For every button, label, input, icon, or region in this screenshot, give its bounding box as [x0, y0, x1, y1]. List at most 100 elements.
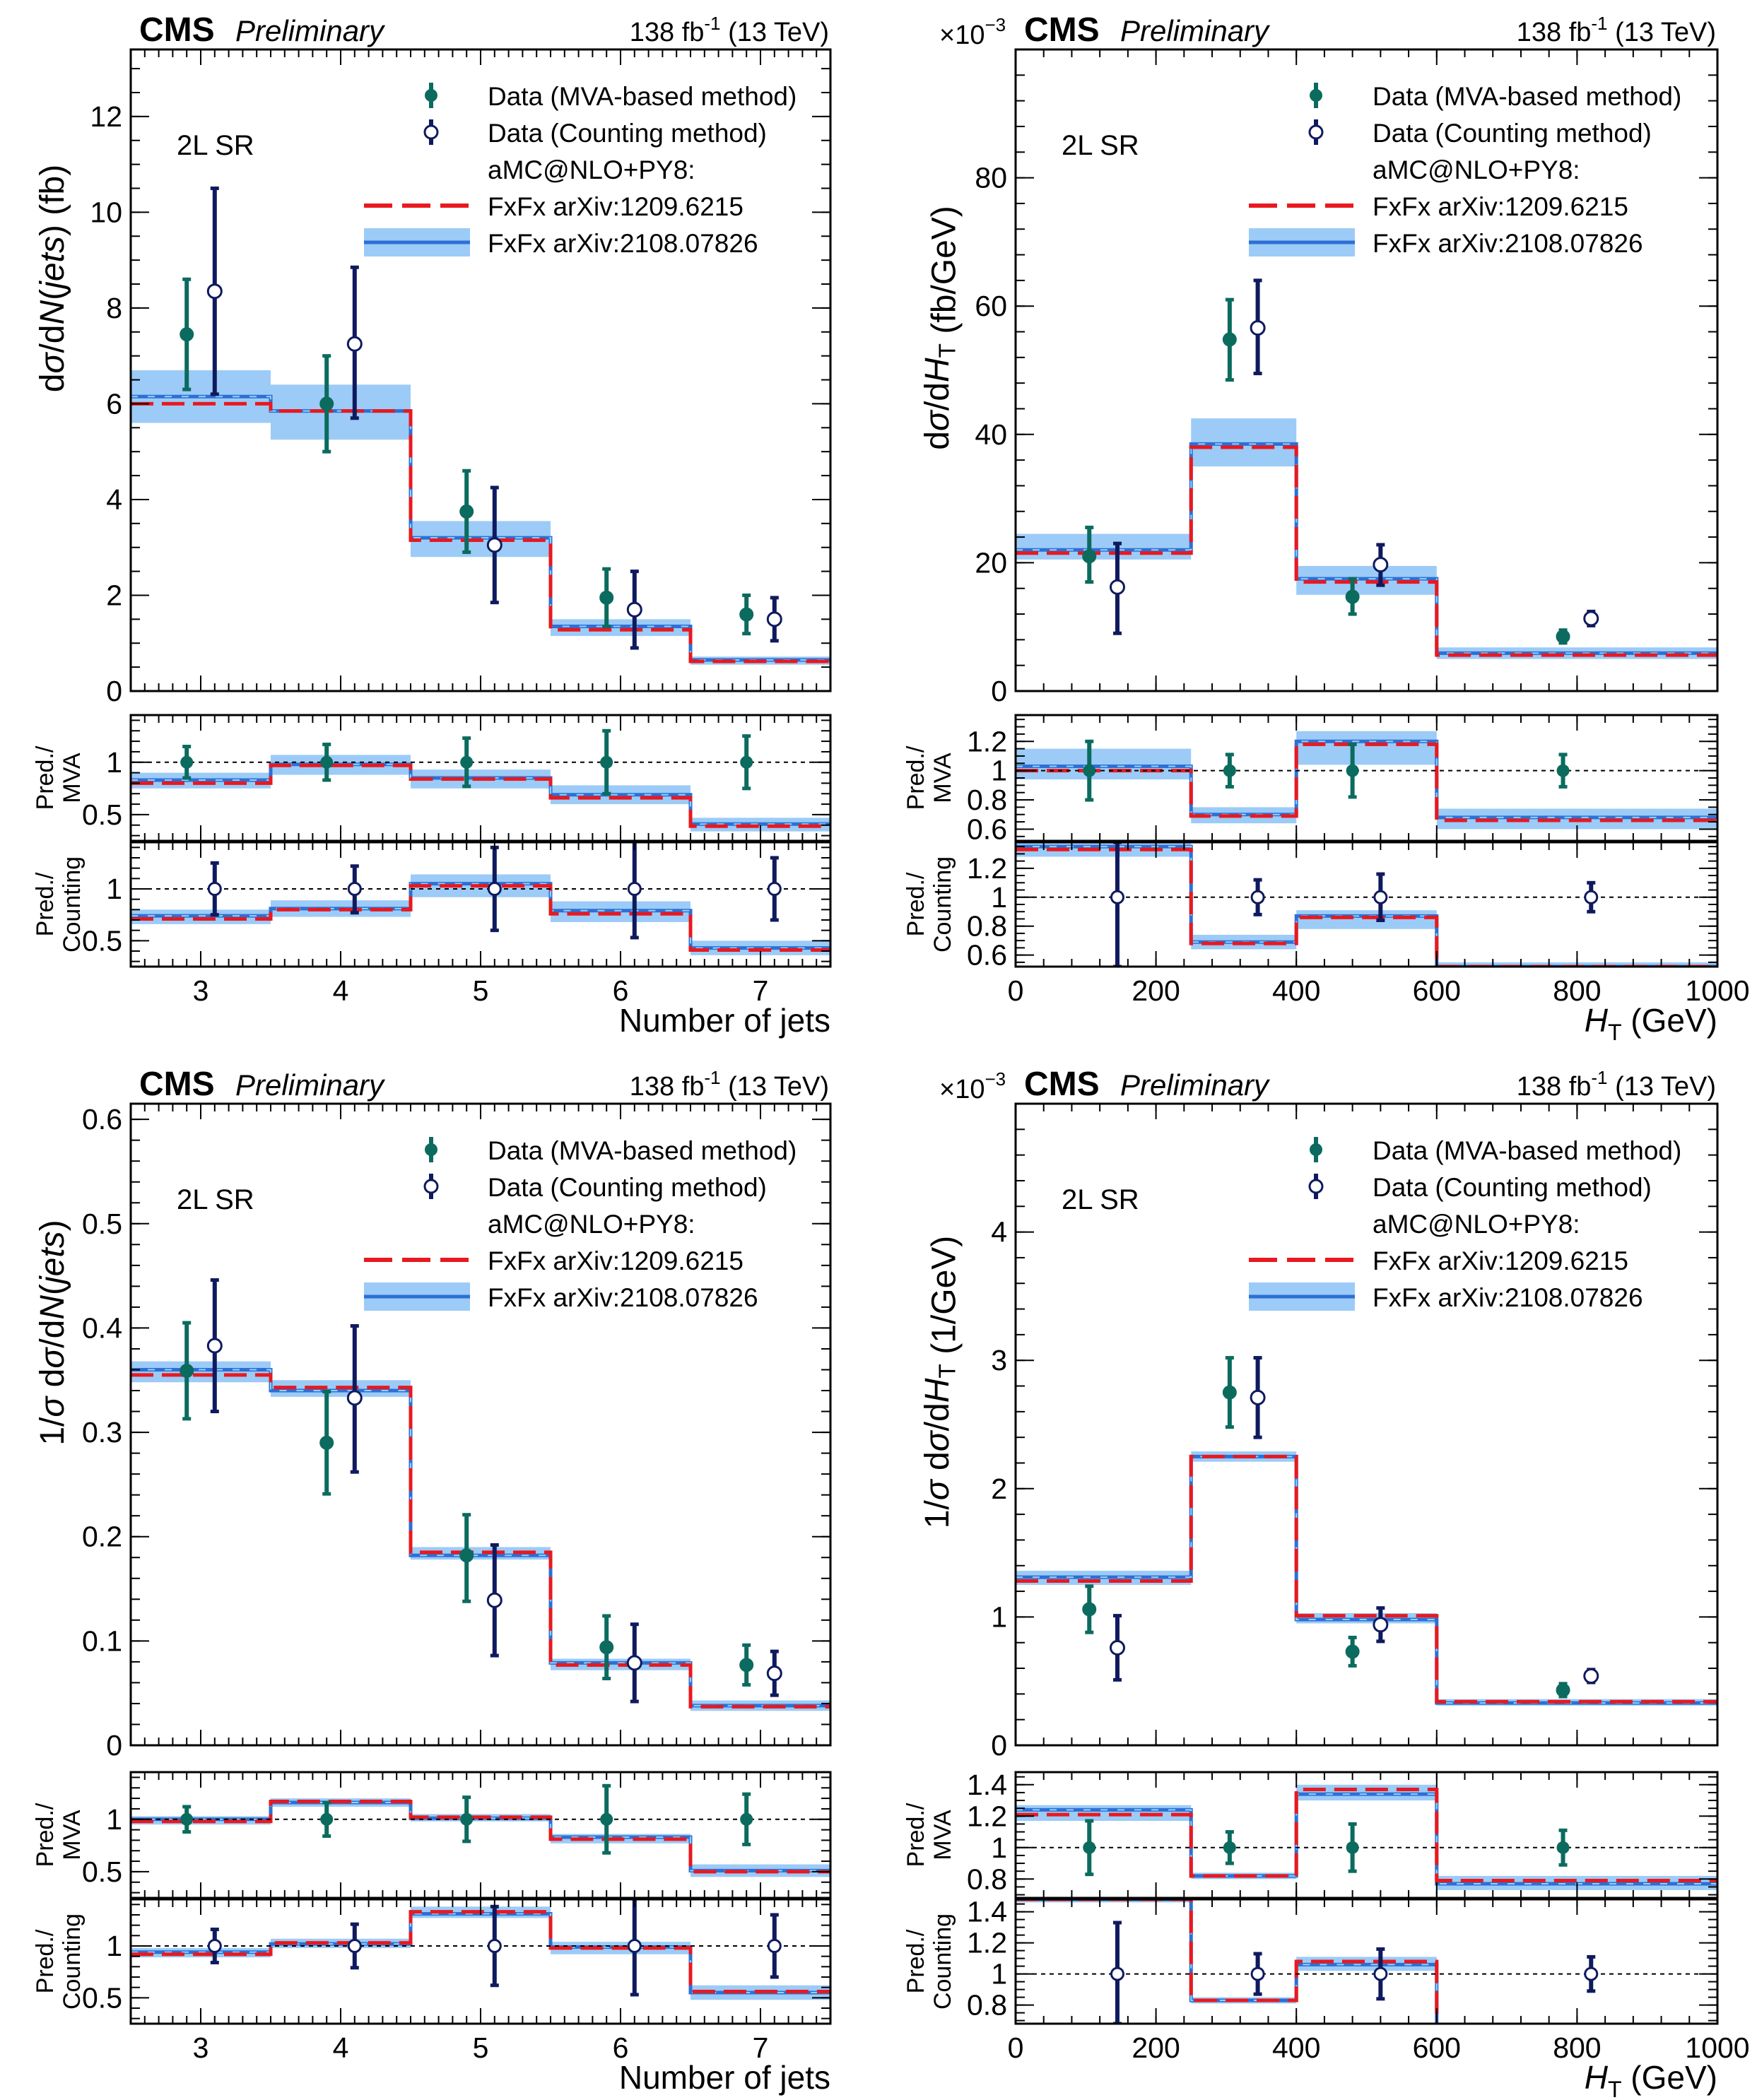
ratio_counting-label-kind: Counting — [59, 1913, 86, 2010]
x-tick-label: 800 — [1553, 974, 1601, 1007]
ratio_counting-band-bin-1 — [1016, 842, 1192, 857]
preliminary-label: Preliminary — [235, 14, 386, 47]
ratio_mva-ytick-label: 1 — [106, 746, 122, 779]
main-mva-marker — [739, 607, 754, 622]
main-pred1-line — [131, 1373, 830, 1709]
ratio_mva-marker — [320, 755, 334, 769]
main-axes: 0 20 40 60 80 — [975, 48, 1719, 707]
ratio_mva-band-bin-3 — [1296, 731, 1437, 765]
main-ytick-label: 80 — [975, 162, 1007, 194]
legend-data-mva: Data (MVA-based method) — [1373, 82, 1681, 111]
legend-data-counting: Data (Counting method) — [488, 119, 767, 148]
ratio_mva-label-pred: Pred./ — [32, 745, 59, 810]
cms-label: CMS — [1024, 1066, 1100, 1103]
ratio_counting-marker — [1584, 1966, 1599, 1981]
energy-label: (13 TeV) — [721, 18, 829, 47]
ratio_mva-label-kind: MVA — [59, 753, 86, 803]
x-tick-label: 1000 — [1685, 2031, 1749, 2064]
x-tick-label: 600 — [1413, 974, 1461, 1007]
legend-mva-marker — [425, 89, 437, 102]
legend-counting-marker — [423, 1179, 439, 1194]
main-band-bin-1 — [1016, 533, 1192, 560]
main-ytick-label: 40 — [975, 418, 1007, 451]
ratio_mva-pred1-line — [131, 1800, 830, 1874]
ratio_counting-marker — [207, 882, 222, 896]
ratio_mva-marker — [1556, 1841, 1570, 1854]
legend-data-mva: Data (MVA-based method) — [488, 1136, 797, 1165]
ratio_mva-label-pred: Pred./ — [903, 745, 929, 810]
ratio_counting-marker — [487, 1939, 502, 1953]
legend-data-mva: Data (MVA-based method) — [488, 82, 797, 111]
lumi-exponent: -1 — [1591, 1067, 1607, 1088]
ratio_mva-pred1-line — [1016, 1787, 1717, 1883]
main-mva-marker — [1222, 1385, 1237, 1400]
main-pred2-line — [1016, 442, 1717, 655]
main-counting-marker — [1109, 579, 1125, 595]
legend-pred1: FxFx arXiv:1209.6215 — [1373, 1246, 1628, 1275]
ratio_counting-marker — [207, 1939, 222, 1953]
ratio_mva-ytick-label: 0.5 — [82, 798, 122, 831]
preliminary-label: Preliminary — [235, 1068, 386, 1102]
ratio_mva-ytick-label: 0.6 — [967, 813, 1007, 845]
ratio_counting-marker — [1250, 890, 1265, 904]
main-frame — [1014, 1102, 1719, 1747]
ratio_mva-marker — [180, 755, 194, 769]
main-axes: 0 0.1 0.2 0.3 0.4 0.5 0.6 — [82, 1102, 832, 1762]
ratio_counting-label-kind: Counting — [929, 856, 956, 952]
x-tick-label: 400 — [1272, 974, 1320, 1007]
ratio_counting-marker — [1584, 890, 1599, 904]
main-mva-marker — [1082, 1602, 1097, 1617]
ratio_counting-ytick-label: 1.2 — [967, 852, 1007, 885]
main-ytick-label: 3 — [991, 1344, 1007, 1376]
cms-label: CMS — [1024, 11, 1100, 49]
x-tick-label: 5 — [473, 2031, 489, 2064]
ratio_counting-ytick-label: 1 — [106, 873, 122, 905]
main-mva-marker — [319, 396, 334, 411]
ratio_mva-plot-area — [131, 728, 830, 832]
main-pred1-line — [1016, 445, 1717, 657]
x-tick-label: 3 — [193, 974, 209, 1007]
main-counting-marker — [346, 336, 363, 352]
ratio_counting-pred2-line — [1016, 844, 1717, 967]
main-plot-area — [131, 1278, 830, 1711]
ratio_mva-pred1-line — [1016, 742, 1717, 822]
main-ytick-label: 10 — [90, 196, 122, 228]
ratio_mva-pred1-line — [131, 763, 830, 828]
ratio_mva-band-bin-1 — [1016, 1805, 1192, 1821]
ratio_counting-ytick-label: 0.5 — [82, 924, 122, 957]
ratio_mva-label-pred: Pred./ — [32, 1803, 59, 1867]
main-counting-marker — [486, 537, 503, 553]
ratio_mva-ytick-label: 1 — [991, 755, 1007, 787]
x-tick-label: 7 — [753, 2031, 769, 2064]
ratio_counting-frame — [1014, 1898, 1719, 2025]
ratio_mva-ytick-label: 0.8 — [967, 1863, 1007, 1895]
main-axes: 0 2 4 6 8 10 12 — [90, 48, 832, 707]
ratio_counting-marker — [627, 1939, 642, 1953]
main-mva-marker — [1345, 1644, 1360, 1659]
main-mva-marker — [180, 327, 194, 342]
ratio_counting-axes: 0.811.21.4 0 200 400 600 800 1000 — [967, 1896, 1750, 2064]
ratio_counting-plot-area — [1016, 842, 1717, 967]
legend-mva-marker — [1310, 89, 1322, 102]
x-tick-label: 600 — [1413, 2031, 1461, 2064]
main-counting-marker — [206, 283, 223, 300]
ratio_mva-label-kind: MVA — [929, 753, 956, 803]
main-frame — [1014, 48, 1719, 692]
legend-generator: aMC@NLO+PY8: — [1373, 155, 1580, 184]
ratio_mva-marker — [1556, 764, 1570, 777]
main-counting-marker — [1250, 1389, 1266, 1405]
legend-pred1: FxFx arXiv:1209.6215 — [488, 1246, 744, 1275]
main-pred1-line — [131, 401, 830, 663]
main-ytick-label: 0.6 — [82, 1103, 122, 1135]
x-axis-label: Number of jets — [619, 1002, 830, 1039]
legend-generator: aMC@NLO+PY8: — [488, 1210, 695, 1239]
main-counting-marker — [1583, 1668, 1599, 1684]
legend: Data (MVA-based method) Data (Counting me… — [364, 1136, 797, 1312]
ratio_counting-ytick-label: 1.4 — [967, 1896, 1007, 1928]
lumi-value: 138 fb — [630, 1072, 705, 1102]
ratio_mva-axes: 0.811.21.4 — [967, 1769, 1719, 1899]
main-mva-marker — [599, 590, 614, 605]
